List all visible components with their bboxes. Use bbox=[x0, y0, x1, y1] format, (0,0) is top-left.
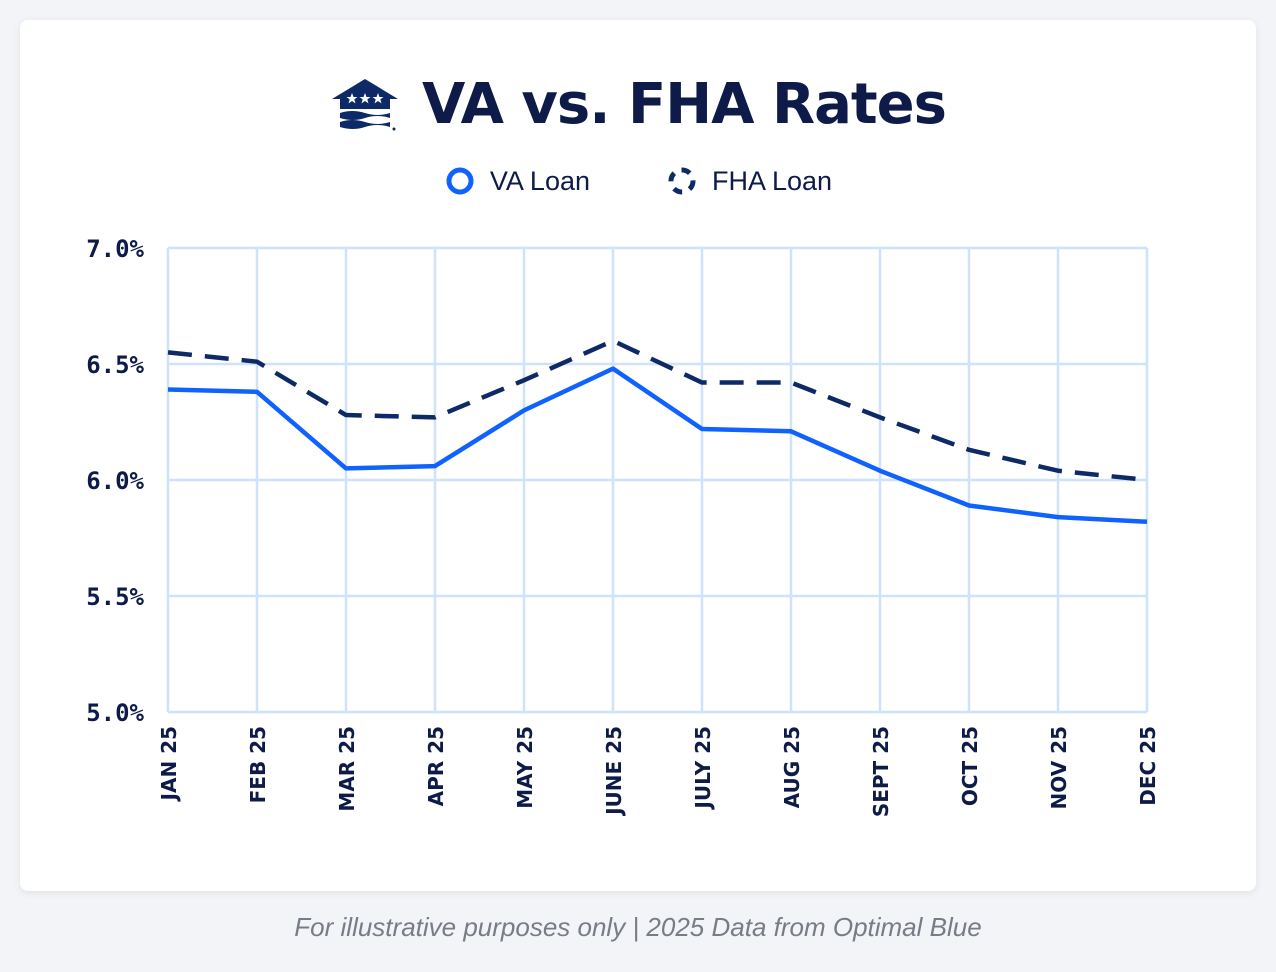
x-tick-label: OCT 25 bbox=[958, 726, 982, 806]
fha-loan-line bbox=[167, 338, 1148, 483]
x-tick-label: JUNE 25 bbox=[602, 726, 626, 817]
legend-item-fha: FHA Loan bbox=[666, 165, 832, 197]
y-tick-label: 5.5% bbox=[86, 583, 144, 611]
x-tick-label: JAN 25 bbox=[157, 726, 181, 802]
x-tick-label: NOV 25 bbox=[1047, 726, 1071, 809]
title-row: VA vs. FHA Rates bbox=[0, 72, 1276, 137]
y-tick-label: 6.5% bbox=[86, 351, 144, 379]
x-tick-label: JULY 25 bbox=[691, 726, 715, 811]
x-tick-label: FEB 25 bbox=[246, 726, 270, 803]
legend-fha-label: FHA Loan bbox=[712, 165, 833, 196]
chart-title: VA vs. FHA Rates bbox=[422, 72, 947, 137]
legend: VA Loan FHA Loan bbox=[0, 165, 1276, 197]
legend-fha-marker bbox=[668, 167, 696, 195]
x-tick-label: SEPT 25 bbox=[869, 726, 893, 817]
y-tick-label: 5.0% bbox=[86, 699, 144, 727]
footnote: For illustrative purposes only | 2025 Da… bbox=[294, 912, 982, 942]
x-tick-label: MAY 25 bbox=[513, 726, 537, 809]
legend-item-va: VA Loan bbox=[444, 165, 590, 197]
x-tick-label: APR 25 bbox=[424, 726, 448, 806]
x-tick-label: DEC 25 bbox=[1136, 726, 1160, 806]
legend-va-label: VA Loan bbox=[489, 165, 590, 196]
y-tick-label: 7.0% bbox=[86, 235, 144, 263]
x-tick-label: AUG 25 bbox=[780, 726, 804, 808]
x-tick-label: MAR 25 bbox=[335, 726, 359, 812]
legend-va-marker bbox=[446, 167, 474, 195]
y-tick-label: 6.0% bbox=[86, 467, 144, 495]
va-loan-line bbox=[167, 366, 1148, 525]
chart-card bbox=[20, 20, 1256, 891]
house-flag-icon bbox=[332, 78, 399, 130]
